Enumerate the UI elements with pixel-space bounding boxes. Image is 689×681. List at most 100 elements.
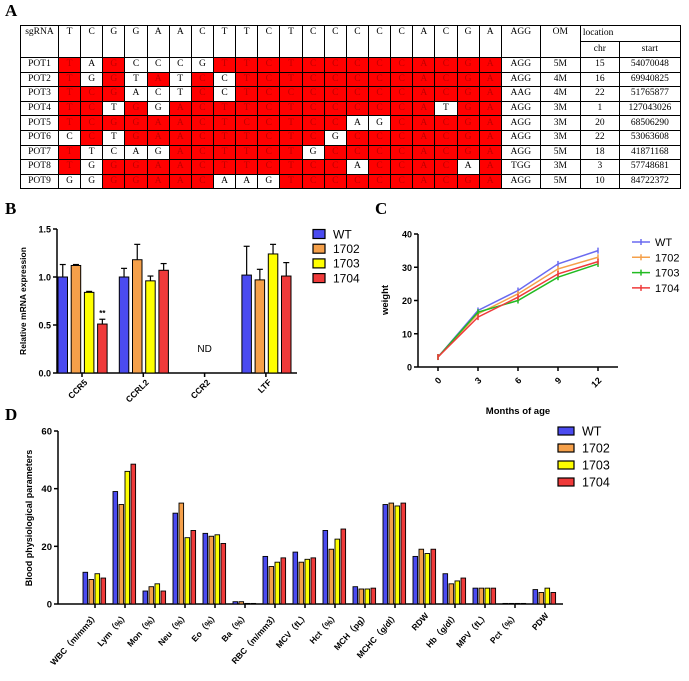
match-cell: C xyxy=(345,144,369,161)
x-tick-label: LTF xyxy=(256,377,274,395)
bar-1703 xyxy=(184,537,191,605)
bar-1702 xyxy=(254,279,266,374)
match-cell: A xyxy=(168,100,192,117)
header-start: start xyxy=(618,41,681,58)
legend-label: 1702 xyxy=(333,242,360,256)
row-start: 54070048 xyxy=(618,57,681,73)
match-cell: C xyxy=(301,57,325,73)
mismatch-cell: T xyxy=(168,71,192,88)
mismatch-cell: T xyxy=(124,71,148,88)
y-tick-label: 40 xyxy=(41,484,52,495)
x-tick-label: Eo（%） xyxy=(189,611,220,644)
bar-1703 xyxy=(214,534,221,605)
match-cell: G xyxy=(456,71,480,88)
match-cell: C xyxy=(434,57,458,73)
match-cell: C xyxy=(80,115,104,131)
match-cell: A xyxy=(478,159,502,175)
match-cell: C xyxy=(434,173,458,190)
bar-1704 xyxy=(550,592,557,605)
bar-WT xyxy=(202,532,209,605)
row-chr: 3 xyxy=(579,159,620,175)
mismatch-cell: C xyxy=(146,86,170,102)
bar-1703 xyxy=(514,602,521,605)
match-cell: A xyxy=(146,129,170,146)
match-cell: C xyxy=(190,144,214,161)
match-cell: C xyxy=(257,129,281,146)
table-row: POT7 T T C A G A C T T C T G C C C C A C G A AGG 5M 18 41871168 xyxy=(20,144,681,161)
bar-1702 xyxy=(118,504,125,605)
match-cell: C xyxy=(367,57,392,73)
table-row: POT5 T C G G A A C T C C T C C A G C A C G A AGG 3M 20 68506290 xyxy=(20,115,681,131)
header-base: A xyxy=(146,25,170,58)
legend-label: WT xyxy=(582,425,602,439)
row-start: 127043026 xyxy=(618,100,681,117)
bar-1702 xyxy=(418,548,425,605)
legend-swatch xyxy=(312,243,326,254)
bar-1703 xyxy=(334,538,341,605)
bar-1704 xyxy=(280,557,287,605)
panel-label-c: C xyxy=(375,199,388,218)
y-tick-label: 10 xyxy=(402,329,412,339)
match-cell: C xyxy=(80,100,104,117)
match-cell: G xyxy=(102,173,126,190)
mismatch-cell: T xyxy=(102,100,126,117)
row-start: 41871168 xyxy=(618,144,681,161)
match-cell: A xyxy=(478,57,502,73)
match-cell: C xyxy=(390,71,414,88)
legend-label: 1703 xyxy=(333,257,360,271)
y-tick-label: 40 xyxy=(402,230,412,240)
match-cell: G xyxy=(124,100,148,117)
row-om: 3M xyxy=(539,129,581,146)
mismatch-cell: A xyxy=(80,57,104,73)
match-cell: C xyxy=(323,115,347,131)
match-cell: G xyxy=(102,159,126,175)
match-cell: C xyxy=(323,173,347,190)
header-base: G xyxy=(456,25,480,58)
bar-WT xyxy=(412,555,419,605)
bar-1702 xyxy=(178,502,185,605)
legend-label: 1703 xyxy=(582,459,610,473)
match-cell: C xyxy=(323,57,347,73)
panel-label-d: D xyxy=(5,405,18,424)
bar-1704 xyxy=(250,602,257,605)
bar-1703 xyxy=(364,588,371,605)
bar-1703 xyxy=(244,602,251,605)
match-cell: A xyxy=(168,115,192,131)
bar-WT xyxy=(112,491,119,605)
row-pam: AGG xyxy=(500,144,541,161)
table-row: POT1 T A G C C C G T T C T C C C C C A C G A AGG 5M 15 54070048 xyxy=(20,57,681,73)
bar-WT xyxy=(57,276,68,374)
row-om: 5M xyxy=(539,173,581,190)
header-base: T xyxy=(57,25,82,58)
bar-1702 xyxy=(132,259,143,374)
bar-1704 xyxy=(281,275,292,374)
match-cell: G xyxy=(124,129,148,146)
legend-swatch xyxy=(312,258,326,269)
match-cell: C xyxy=(434,71,458,88)
match-cell: C xyxy=(257,86,281,102)
match-cell: A xyxy=(146,159,170,175)
bar-1703 xyxy=(145,280,156,374)
match-cell: C xyxy=(301,173,325,190)
match-cell: A xyxy=(478,100,502,117)
bar-1704 xyxy=(400,502,407,605)
match-cell: G xyxy=(456,129,480,146)
x-tick-label: CCR2 xyxy=(189,377,213,401)
bar-1704 xyxy=(310,557,317,605)
header-base: T xyxy=(212,25,237,58)
y-tick-label: 20 xyxy=(402,296,412,306)
x-tick-label: CCR5 xyxy=(66,377,90,401)
match-cell: A xyxy=(168,144,192,161)
nd-label: ND xyxy=(197,344,211,355)
match-cell: C xyxy=(345,57,369,73)
table-row: POT8 T G G G A A C T T C T C C A C C A C A A TGG 3M 3 57748681 xyxy=(20,159,681,175)
match-cell: A xyxy=(168,173,192,190)
legend-swatch xyxy=(557,477,575,487)
match-cell: T xyxy=(279,144,303,161)
legend-label: 1704 xyxy=(333,271,360,285)
y-tick-label: 0 xyxy=(47,600,52,611)
bar-WT xyxy=(382,504,389,605)
header-sgrna: sgRNA xyxy=(20,25,59,58)
bar-1703 xyxy=(274,561,281,605)
bar-1703 xyxy=(394,505,401,605)
